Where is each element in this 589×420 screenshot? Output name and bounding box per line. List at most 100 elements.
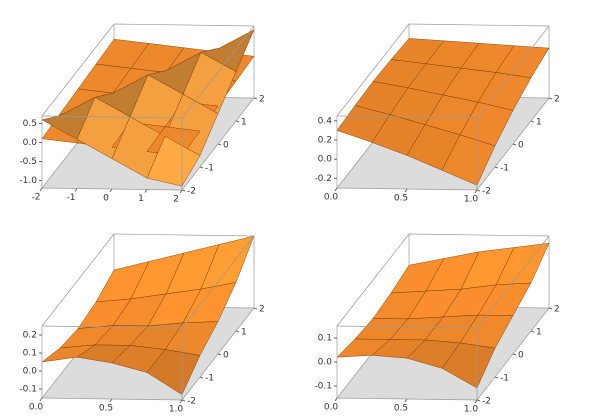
y-tick-label: 0 — [518, 141, 524, 151]
y-tick-label: -1 — [500, 374, 509, 384]
x-tick-label: 0 — [103, 194, 109, 204]
surface-plot: -2 -1 0 1 2 -2 -1 0 1 2 0.5 0.0 -0.5 -1.0 — [19, 23, 265, 205]
x-tick-label: 1 — [138, 194, 144, 204]
x-tick — [179, 189, 183, 194]
x-tick-label: 1.0 — [169, 405, 184, 415]
x-tick — [404, 188, 408, 193]
z-tick-label: 0.0 — [318, 358, 333, 368]
box-edge — [41, 325, 183, 329]
z-tick-label: 0.2 — [318, 136, 332, 146]
x-tick-label: 0.5 — [394, 404, 408, 414]
y-tick — [199, 376, 204, 379]
y-tick — [199, 166, 204, 169]
y-tick — [253, 307, 258, 310]
x-tick-label: 0.5 — [99, 404, 113, 414]
box-edge — [181, 25, 255, 119]
y-tick — [235, 120, 240, 123]
y-tick — [512, 143, 517, 146]
y-tick-label: 1 — [536, 118, 542, 128]
y-tick — [181, 189, 186, 192]
y-tick-label: -1 — [500, 164, 509, 174]
z-tick-label: 0.0 — [318, 155, 333, 165]
y-tick-label: 0 — [518, 351, 524, 361]
surface-plot: 0.0 0.5 1.0-2 -1 0 1 2 0.1 0.0 -0.1 — [314, 233, 560, 415]
x-tick-label: 2 — [173, 195, 179, 205]
y-tick — [548, 307, 553, 310]
x-tick-label: 1.0 — [464, 405, 479, 415]
z-tick-label: -1.0 — [19, 176, 37, 186]
x-tick — [404, 398, 408, 403]
y-tick — [476, 399, 481, 402]
box-edge — [408, 233, 550, 237]
y-tick-label: 1 — [241, 328, 247, 338]
y-tick-label: 0 — [223, 351, 229, 361]
box-edge — [476, 235, 550, 329]
y-tick-label: 2 — [554, 305, 560, 315]
box-edge — [41, 115, 183, 119]
y-tick-label: 2 — [259, 305, 265, 315]
y-tick — [494, 166, 499, 169]
x-tick-label: 0.0 — [324, 193, 339, 203]
box-edge — [181, 235, 255, 329]
surface-plot: 0.0 0.5 1.0-2 -1 0 1 2 0.4 0.2 0.0 -0.2 — [314, 23, 560, 205]
surface-patch — [146, 349, 201, 395]
y-tick — [548, 97, 553, 100]
surface-patch — [146, 135, 201, 187]
x-tick-label: 1.0 — [464, 195, 479, 205]
x-tick — [334, 187, 338, 192]
z-tick-label: 0.4 — [318, 116, 333, 126]
box-edge — [41, 23, 115, 117]
y-tick — [530, 330, 535, 333]
z-tick-label: -0.5 — [19, 157, 37, 167]
box-edge — [113, 23, 255, 27]
y-tick — [217, 353, 222, 356]
x-tick-label: -1 — [67, 193, 76, 203]
z-tick-label: -0.2 — [314, 174, 332, 184]
x-tick — [39, 187, 43, 192]
x-tick-label: 0.0 — [324, 403, 339, 413]
x-tick — [109, 188, 113, 193]
box-edge — [41, 233, 115, 327]
y-tick — [181, 399, 186, 402]
y-tick — [476, 189, 481, 192]
surface-patch — [441, 342, 496, 389]
x-tick — [334, 397, 338, 402]
z-tick-label: 0.1 — [23, 349, 37, 359]
y-tick-label: -2 — [482, 187, 491, 197]
y-tick — [530, 120, 535, 123]
x-tick — [474, 189, 478, 194]
z-tick-label: -0.1 — [19, 385, 37, 395]
x-tick — [74, 188, 78, 192]
y-tick — [217, 143, 222, 146]
box-edge — [336, 115, 478, 119]
x-tick-label: 0.5 — [394, 194, 408, 204]
y-tick-label: 1 — [241, 118, 247, 128]
z-tick-label: 0.1 — [318, 334, 332, 344]
y-tick — [512, 353, 517, 356]
surface-plot: 0.0 0.5 1.0-2 -1 0 1 2 0.2 0.1 0.0 -0.1 — [19, 233, 265, 415]
y-tick — [253, 97, 258, 100]
surface-patch — [441, 134, 496, 186]
x-tick — [179, 399, 183, 404]
z-tick-label: 0.5 — [23, 119, 37, 129]
y-tick-label: 0 — [223, 141, 229, 151]
z-tick-label: 0.0 — [23, 138, 38, 148]
y-tick — [494, 376, 499, 379]
z-tick-label: -0.1 — [314, 382, 332, 392]
x-tick — [474, 399, 478, 404]
y-tick-label: -2 — [187, 187, 196, 197]
y-tick-label: 2 — [259, 95, 265, 105]
box-edge — [336, 23, 410, 117]
box-edge — [476, 25, 550, 119]
y-tick-label: -1 — [205, 164, 214, 174]
z-tick-label: 0.0 — [23, 367, 38, 377]
x-tick-label: 0.0 — [29, 403, 44, 413]
z-tick-label: 0.2 — [23, 331, 37, 341]
x-tick-label: -2 — [32, 193, 41, 203]
y-tick-label: -2 — [482, 397, 491, 407]
box-edge — [336, 233, 410, 327]
y-tick-label: -2 — [187, 397, 196, 407]
y-tick — [235, 330, 240, 333]
x-tick — [144, 189, 148, 193]
